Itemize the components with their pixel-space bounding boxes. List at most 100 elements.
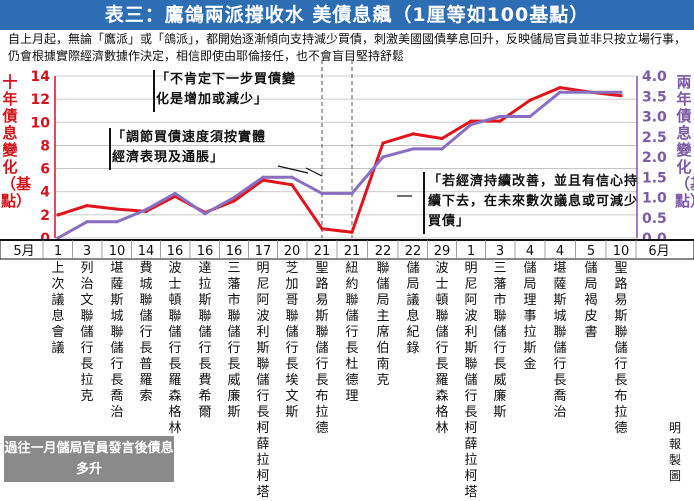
y-right-tick-label: 4.0 [642, 69, 667, 85]
intro-text: 自上月起，無論「鷹派」或「鴿派」，都開始逐漸傾向支持減少買債，刺激美國國債孳息回… [8, 32, 687, 63]
x-tick-label: 20 [284, 244, 301, 259]
x-tick-label: 14 [138, 244, 155, 259]
x-tick-label: 16 [226, 244, 243, 259]
x-tick-label: 21 [314, 244, 331, 259]
y-left-tick-label: 2 [40, 208, 50, 224]
y-right-tick-label: 1.5 [642, 170, 667, 186]
x-tick-label: 22 [375, 244, 392, 259]
official-label: 儲局理事拉斯金 [523, 261, 537, 372]
x-tick-label: 1 [54, 244, 62, 259]
data-point [440, 147, 444, 151]
callout-pointer [277, 165, 309, 174]
data-point [589, 90, 593, 94]
data-point [56, 236, 60, 240]
official-label: 明尼阿波利斯聯儲行長柯薛拉柯塔 [256, 261, 270, 500]
callout-pointer [305, 167, 323, 177]
data-point [203, 212, 207, 216]
x-tick-label: 29 [434, 244, 451, 259]
data-point [440, 136, 444, 141]
title-bar: 表三：鷹鴿兩派撐收水 美債息飆（1厘等如100基點） [0, 0, 694, 30]
x-tick-label: 3 [83, 244, 91, 259]
x-tick-label: 22 [405, 244, 422, 259]
official-label: 芝加哥聯儲行長埃文斯 [285, 261, 299, 420]
data-point [232, 195, 236, 200]
chart-title: 表三：鷹鴿兩派撐收水 美債息飆（1厘等如100基點） [104, 4, 590, 26]
data-point [173, 191, 177, 196]
y-left-tick-label: 8 [40, 138, 50, 154]
data-point [144, 208, 148, 212]
y-left-tick-label: 6 [40, 162, 50, 178]
official-label: 儲局褐皮書 [584, 261, 598, 340]
x-tick-label: 16 [197, 244, 214, 259]
y-left-tick-label: 12 [31, 92, 50, 108]
data-point [320, 191, 324, 196]
data-point [232, 199, 236, 203]
y-right-tick-label: 2.0 [642, 150, 667, 166]
x-tick-label: 10 [613, 244, 630, 259]
credit: 明報製圖 [668, 421, 681, 483]
data-point [381, 141, 385, 145]
official-label: 列治文聯儲行長拉克 [80, 261, 94, 404]
official-label: 聖路易斯聯儲行長布拉德 [315, 261, 329, 436]
y-right-tick-label: 1.0 [642, 191, 667, 207]
y-right-tick-label: 3.5 [642, 89, 667, 105]
x-tick-label: 21 [344, 244, 361, 259]
x-tick-label: 17 [255, 244, 272, 259]
callout-3: 「若經濟持續改善，並且有信心持續下去，在未來數次議息或可減少買債」 [428, 174, 639, 229]
data-point [381, 155, 385, 159]
data-point [528, 98, 532, 102]
data-point [350, 191, 354, 196]
official-label: 堪薩斯城聯儲行長喬治 [110, 261, 124, 420]
official-label: 聯儲局主席伯南克 [376, 261, 390, 388]
data-point [85, 204, 89, 208]
data-point [115, 220, 119, 224]
data-point [498, 119, 502, 123]
data-point [56, 213, 60, 217]
data-point [558, 90, 562, 94]
data-point [411, 132, 415, 136]
official-label: 明尼阿波利斯聯儲行長柯薛拉柯塔 [464, 261, 478, 500]
x-tick-label: 4 [556, 244, 564, 259]
y-right-label: 兩年債息變化（基點） [675, 73, 694, 210]
data-point [498, 114, 502, 119]
data-point [558, 85, 562, 90]
official-label: 堪薩斯城聯儲行長喬治 [553, 261, 567, 420]
x-tick-label: 1 [467, 244, 475, 259]
official-label: 聖路易斯聯儲行長布拉德 [614, 261, 628, 436]
y-left-label: 十年債息變化（基點） [1, 73, 32, 210]
data-point [469, 123, 473, 127]
y-right-tick-label: 2.5 [642, 130, 667, 146]
month-label: 6月 [648, 244, 669, 259]
data-point [350, 230, 354, 234]
two-year-yield-line [57, 90, 621, 240]
data-point [320, 227, 324, 231]
footer-note: 過往一月儲局官員發言後債息多升 [4, 436, 174, 482]
y-left-tick-label: 4 [40, 185, 50, 201]
data-point [290, 175, 294, 179]
callout-2: 「調節買債速度須按實體經濟表現及通脹」 [112, 130, 267, 165]
x-tick-label: 3 [496, 244, 504, 259]
data-point [469, 119, 473, 123]
official-label: 三藩市聯儲行長威廉斯 [227, 261, 241, 420]
data-point [411, 147, 415, 151]
official-label: 達拉斯聯儲行長費希爾 [198, 261, 212, 420]
official-label: 上次議息會議 [51, 261, 65, 356]
x-tick-label: 16 [167, 244, 184, 259]
data-point [261, 175, 265, 179]
data-point [619, 90, 623, 94]
official-label: 三藩市聯儲行長威廉斯 [493, 261, 507, 420]
x-tick-label: 5 [587, 244, 595, 259]
y-left-tick-label: 10 [31, 115, 51, 131]
data-point [528, 114, 532, 119]
data-point [290, 183, 294, 187]
chart-svg: 024681012140.00.51.01.52.02.53.03.54.013… [0, 60, 694, 260]
official-label: 費城聯儲行長普羅索 [139, 261, 153, 404]
ten-year-yield-line [57, 86, 622, 234]
official-label: 紐約聯儲行長杜德理 [345, 261, 359, 404]
month-label: 5月 [13, 244, 34, 259]
official-label: 波士頓聯儲行長羅森格林 [435, 261, 449, 436]
official-label: 波士頓聯儲行長羅森格林 [168, 261, 182, 436]
x-tick-label: 10 [109, 244, 126, 259]
official-label: 儲局議息紀錄 [406, 261, 420, 356]
data-point [85, 220, 89, 224]
